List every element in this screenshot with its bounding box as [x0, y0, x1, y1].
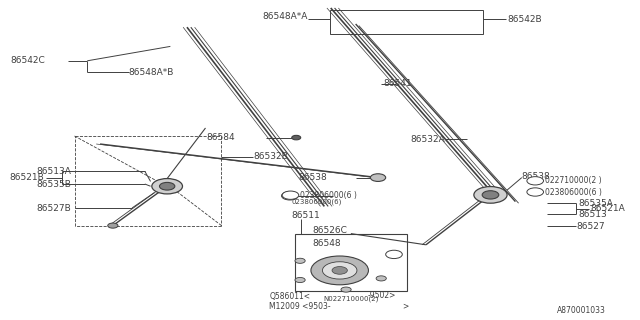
Text: 86542C: 86542C	[11, 56, 45, 65]
Text: 86532A: 86532A	[410, 135, 445, 144]
Text: N022710000(2): N022710000(2)	[324, 296, 379, 302]
Text: 86538: 86538	[298, 173, 327, 182]
Text: N: N	[532, 189, 538, 195]
Text: 86513: 86513	[578, 210, 607, 219]
Circle shape	[311, 256, 369, 285]
Text: 86548: 86548	[313, 239, 342, 248]
Text: 023806000(6 ): 023806000(6 )	[545, 188, 602, 196]
Circle shape	[152, 179, 182, 194]
Text: N: N	[391, 252, 397, 257]
Circle shape	[295, 258, 305, 263]
Text: Q586011<: Q586011<	[269, 292, 310, 300]
Text: 86526C: 86526C	[313, 226, 348, 235]
Text: 86532B: 86532B	[253, 152, 288, 161]
Text: 86521A: 86521A	[591, 204, 625, 213]
Circle shape	[295, 277, 305, 283]
Text: A870001033: A870001033	[557, 306, 606, 315]
Text: 86513A: 86513A	[36, 167, 71, 176]
Text: N: N	[532, 178, 538, 183]
Circle shape	[282, 192, 298, 200]
Text: 86548A*B: 86548A*B	[129, 68, 174, 76]
Text: -9502>: -9502>	[367, 292, 396, 300]
Circle shape	[376, 276, 387, 281]
Circle shape	[282, 191, 299, 199]
Circle shape	[332, 267, 348, 274]
Text: 86521B: 86521B	[10, 173, 44, 182]
Text: 86541: 86541	[383, 79, 412, 88]
Circle shape	[108, 223, 118, 228]
Text: 86511: 86511	[292, 211, 321, 220]
Text: 86538: 86538	[522, 172, 550, 180]
Text: N: N	[287, 193, 292, 198]
Circle shape	[527, 177, 543, 185]
Circle shape	[159, 182, 175, 190]
Text: 86527B: 86527B	[36, 204, 71, 212]
Circle shape	[292, 135, 301, 140]
Text: 86527: 86527	[576, 222, 605, 231]
Text: 86542B: 86542B	[508, 15, 542, 24]
Circle shape	[482, 191, 499, 199]
Text: M12009 <9503-: M12009 <9503-	[269, 302, 331, 311]
Text: 023806000(6): 023806000(6)	[292, 199, 342, 205]
Circle shape	[371, 174, 386, 181]
Text: 86535A: 86535A	[578, 199, 613, 208]
Text: 86548A*A: 86548A*A	[262, 12, 308, 21]
Bar	[295, 234, 407, 291]
Text: N: N	[288, 193, 293, 198]
Circle shape	[323, 262, 357, 279]
Circle shape	[341, 287, 351, 292]
Circle shape	[386, 250, 403, 259]
Text: 86584: 86584	[207, 133, 236, 142]
Bar	[330, 10, 483, 34]
Text: 022710000(2 ): 022710000(2 )	[545, 176, 602, 185]
Text: 023806000(6 ): 023806000(6 )	[300, 191, 357, 200]
Text: 86535B: 86535B	[36, 180, 71, 188]
Circle shape	[527, 188, 543, 196]
Circle shape	[474, 187, 507, 203]
Text: >: >	[403, 302, 408, 311]
